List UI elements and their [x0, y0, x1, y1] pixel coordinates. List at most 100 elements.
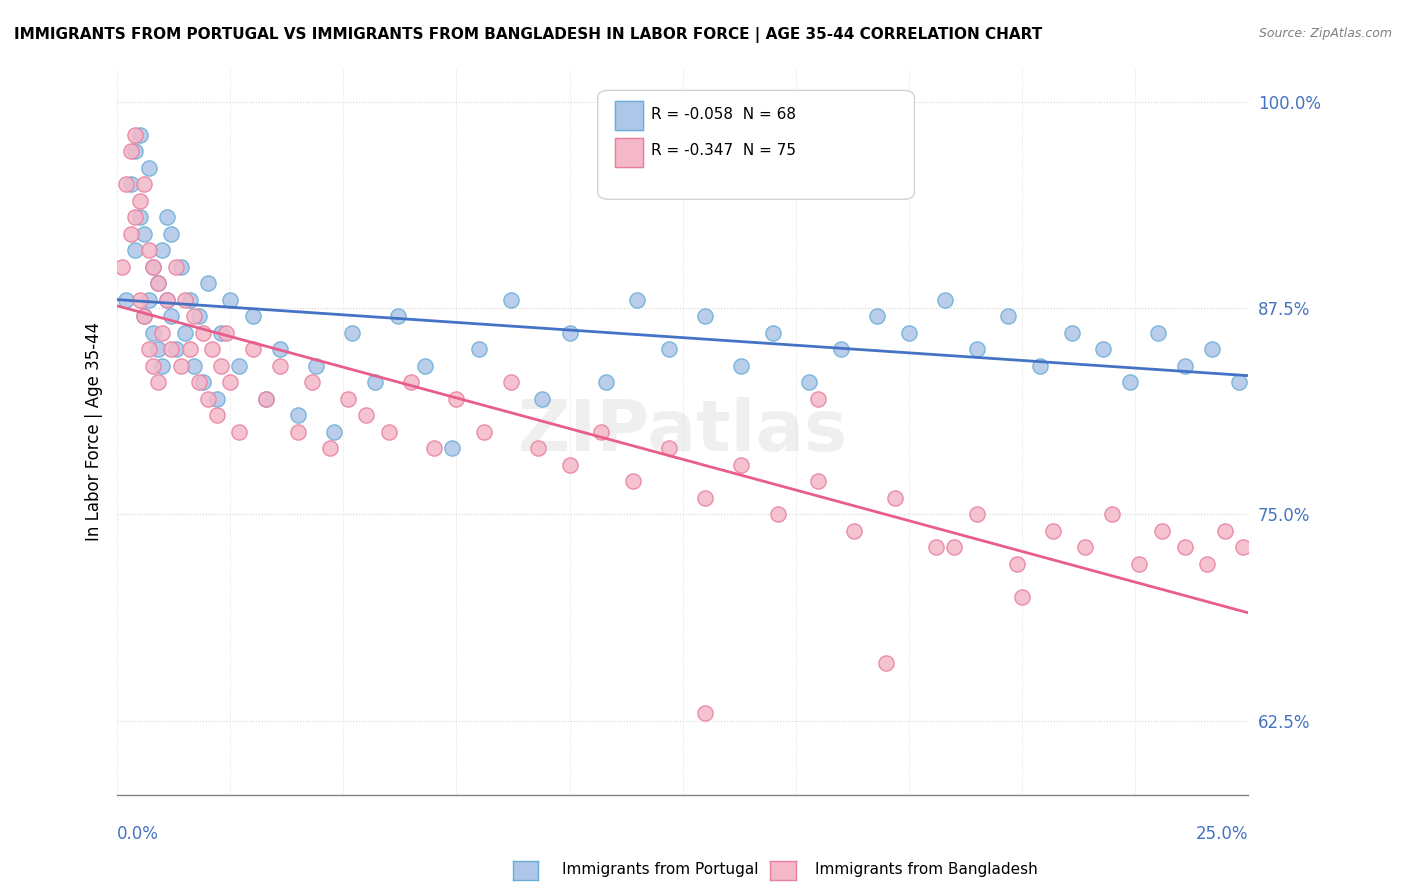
- Point: [152, 326, 174, 340]
- Point: [124, 144, 146, 158]
- Point: [142, 260, 165, 274]
- Point: [377, 425, 399, 439]
- Point: [925, 541, 948, 555]
- Point: [897, 326, 920, 340]
- Text: ZIPatlas: ZIPatlas: [517, 397, 848, 467]
- Point: [146, 343, 169, 357]
- Point: [128, 194, 150, 208]
- Point: [160, 227, 183, 241]
- FancyBboxPatch shape: [598, 90, 914, 199]
- Point: [621, 475, 644, 489]
- Point: [242, 310, 264, 324]
- Point: [730, 359, 752, 373]
- Point: [215, 326, 238, 340]
- Point: [558, 458, 581, 472]
- Point: [183, 310, 205, 324]
- Point: [152, 359, 174, 373]
- Point: [1174, 359, 1197, 373]
- Point: [1150, 524, 1173, 538]
- Point: [830, 343, 852, 357]
- Point: [866, 310, 889, 324]
- Point: [1007, 557, 1029, 571]
- Point: [183, 359, 205, 373]
- Point: [319, 442, 342, 456]
- Point: [174, 326, 197, 340]
- Point: [187, 376, 209, 390]
- Point: [160, 343, 183, 357]
- Point: [342, 326, 364, 340]
- Point: [287, 425, 309, 439]
- Point: [228, 359, 250, 373]
- Point: [446, 392, 468, 406]
- Point: [128, 210, 150, 224]
- Point: [1060, 326, 1083, 340]
- Point: [134, 310, 156, 324]
- Bar: [614, 137, 643, 167]
- Point: [440, 442, 463, 456]
- Point: [124, 243, 146, 257]
- Point: [1201, 343, 1223, 357]
- Point: [115, 293, 138, 307]
- Point: [160, 310, 183, 324]
- Point: [472, 425, 495, 439]
- Point: [884, 491, 907, 505]
- Bar: [614, 101, 643, 130]
- Point: [730, 458, 752, 472]
- Point: [423, 442, 446, 456]
- Point: [187, 310, 209, 324]
- Point: [591, 425, 613, 439]
- Point: [1029, 359, 1052, 373]
- Text: IMMIGRANTS FROM PORTUGAL VS IMMIGRANTS FROM BANGLADESH IN LABOR FORCE | AGE 35-4: IMMIGRANTS FROM PORTUGAL VS IMMIGRANTS F…: [14, 27, 1042, 43]
- Text: Source: ZipAtlas.com: Source: ZipAtlas.com: [1258, 27, 1392, 40]
- Point: [658, 343, 681, 357]
- Point: [165, 343, 187, 357]
- Point: [120, 227, 142, 241]
- Point: [1119, 376, 1142, 390]
- Point: [138, 161, 160, 175]
- Point: [1128, 557, 1150, 571]
- Point: [1215, 524, 1237, 538]
- Point: [219, 376, 242, 390]
- Point: [124, 210, 146, 224]
- Point: [134, 310, 156, 324]
- Point: [762, 326, 785, 340]
- Point: [169, 260, 191, 274]
- Point: [205, 409, 228, 423]
- Point: [799, 376, 821, 390]
- Point: [943, 541, 966, 555]
- Text: 25.0%: 25.0%: [1195, 825, 1249, 843]
- Text: R = -0.347  N = 75: R = -0.347 N = 75: [651, 143, 796, 158]
- Point: [179, 343, 201, 357]
- Point: [1232, 541, 1254, 555]
- Point: [1227, 376, 1250, 390]
- Point: [256, 392, 278, 406]
- Point: [354, 409, 377, 423]
- Point: [595, 376, 617, 390]
- Point: [197, 277, 219, 291]
- Point: [197, 392, 219, 406]
- Point: [531, 392, 554, 406]
- Point: [179, 293, 201, 307]
- Point: [966, 343, 988, 357]
- Point: [169, 359, 191, 373]
- Point: [399, 376, 422, 390]
- Point: [1092, 343, 1115, 357]
- Point: [499, 376, 522, 390]
- Point: [658, 442, 681, 456]
- Point: [807, 475, 830, 489]
- Point: [205, 392, 228, 406]
- Point: [219, 293, 242, 307]
- Point: [191, 376, 214, 390]
- Point: [111, 260, 134, 274]
- Point: [138, 293, 160, 307]
- Point: [875, 656, 897, 670]
- Point: [1101, 508, 1123, 522]
- Point: [174, 293, 197, 307]
- Point: [364, 376, 387, 390]
- Point: [1074, 541, 1097, 555]
- Point: [120, 144, 142, 158]
- Point: [766, 508, 789, 522]
- Point: [844, 524, 866, 538]
- Point: [1146, 326, 1168, 340]
- Point: [287, 409, 309, 423]
